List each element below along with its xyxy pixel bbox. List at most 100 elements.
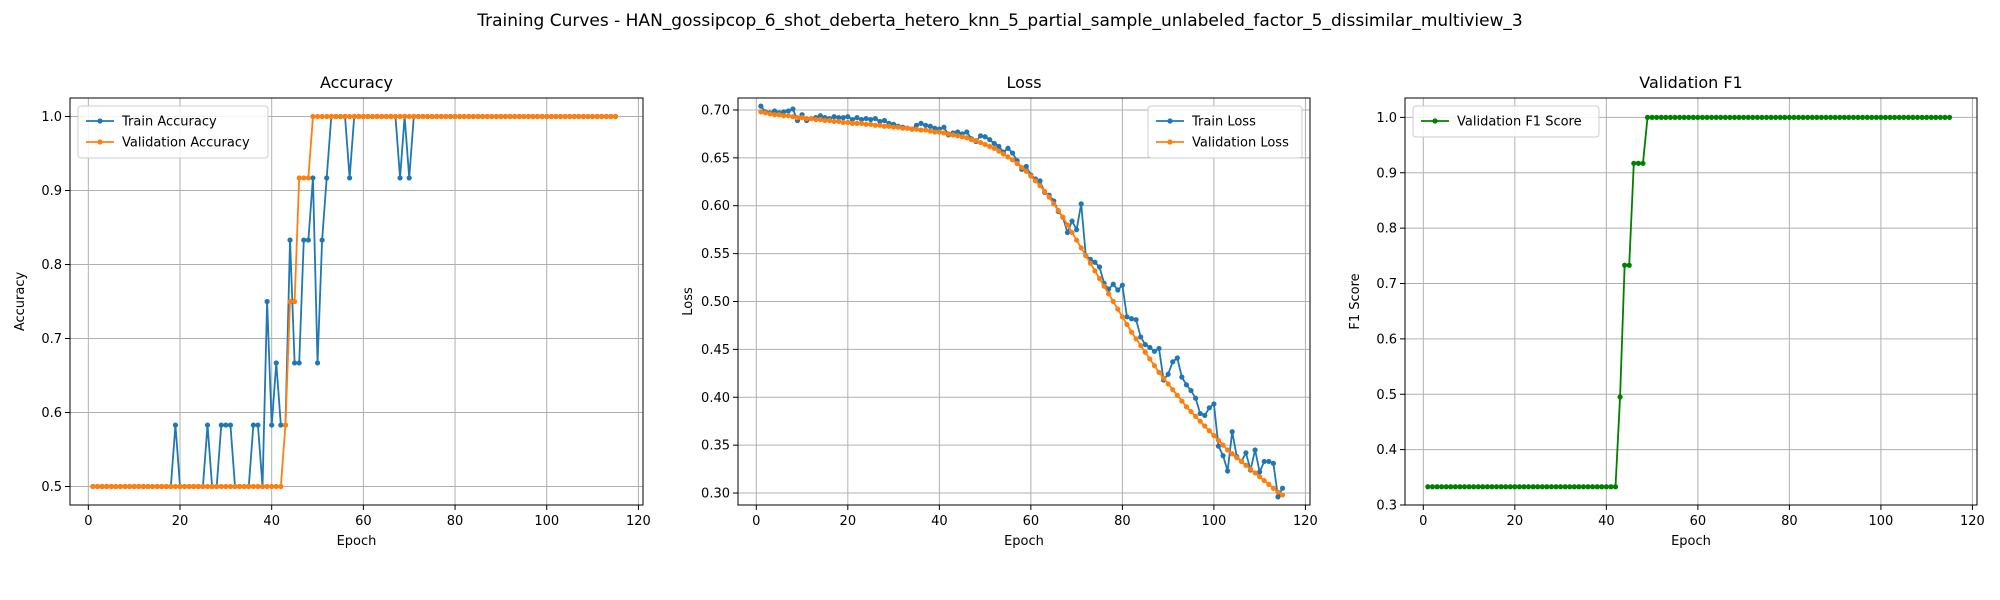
data-point (1069, 229, 1075, 236)
data-point (831, 118, 837, 125)
y-tick-label: 0.9 (41, 184, 62, 199)
data-point (772, 112, 778, 118)
data-point (1261, 458, 1267, 465)
x-axis-label: Epoch (1671, 534, 1711, 549)
data-point (964, 135, 970, 141)
legend: Validation F1 Score (1412, 105, 1600, 138)
data-point (241, 483, 247, 490)
data-point (831, 114, 837, 120)
data-point (996, 143, 1002, 149)
data-point (1535, 484, 1541, 490)
data-point (762, 110, 769, 116)
legend: Train Accuracy Validation Accuracy (77, 105, 269, 159)
data-point (209, 483, 215, 490)
data-point (1069, 218, 1075, 224)
data-point (269, 422, 275, 428)
x-tick-label: 0 (1419, 514, 1427, 529)
data-point (1087, 260, 1093, 266)
data-point (498, 113, 504, 120)
data-point (1266, 481, 1272, 488)
data-point (932, 129, 938, 135)
data-point (342, 113, 348, 120)
y-tick-label: 0.50 (701, 295, 730, 310)
y-tick-label: 0.4 (1376, 443, 1397, 458)
data-point (337, 113, 344, 120)
data-point (347, 175, 353, 181)
data-point (1124, 321, 1130, 328)
x-tick-label: 40 (931, 514, 948, 529)
data-point (1220, 453, 1226, 459)
data-point (817, 113, 823, 119)
data-point (1832, 114, 1838, 120)
chart-title: Loss (1006, 73, 1041, 92)
data-point (452, 113, 458, 120)
data-point (1147, 356, 1153, 362)
data-point (90, 483, 96, 490)
data-point (826, 117, 833, 124)
data-point (1768, 114, 1774, 120)
data-point (1115, 287, 1121, 293)
data-point (99, 483, 105, 490)
data-point (383, 113, 389, 120)
data-point (1270, 460, 1276, 466)
y-tick-label: 0.6 (41, 406, 62, 421)
data-point (982, 141, 988, 148)
data-point (182, 483, 188, 490)
legend-box (1412, 105, 1600, 138)
x-tick-label: 80 (447, 514, 464, 529)
data-point (1484, 484, 1490, 490)
plot-frame (1404, 97, 1978, 506)
data-point (959, 134, 965, 140)
data-point (872, 115, 878, 122)
data-point (1142, 341, 1148, 348)
data-point (379, 113, 385, 120)
data-point (204, 422, 211, 428)
data-point (1092, 259, 1098, 265)
data-point (232, 483, 238, 490)
data-point (781, 113, 787, 119)
data-point (913, 122, 920, 128)
data-point (767, 111, 773, 117)
data-point (406, 175, 412, 181)
data-point (1603, 484, 1609, 490)
data-point (1594, 484, 1600, 490)
data-point (1878, 114, 1884, 120)
data-point (1160, 375, 1167, 381)
data-point (1188, 387, 1194, 394)
data-point (1608, 484, 1614, 490)
data-point (1713, 114, 1719, 120)
data-point (895, 124, 901, 130)
data-point (594, 113, 600, 120)
data-point (1814, 114, 1820, 120)
data-point (397, 175, 403, 181)
data-point (1183, 382, 1190, 388)
data-point (1612, 484, 1619, 490)
data-point (1672, 114, 1678, 120)
data-point (1055, 207, 1061, 214)
data-point (168, 483, 174, 490)
data-point (314, 360, 321, 366)
data-point (1658, 114, 1664, 120)
data-point (1197, 418, 1203, 424)
data-point (1914, 114, 1921, 120)
data-point (927, 123, 933, 129)
data-point (539, 113, 545, 120)
y-tick-label: 0.55 (701, 247, 730, 262)
data-point (1202, 423, 1208, 429)
legend-swatch-marker (1167, 118, 1173, 124)
data-point (163, 483, 169, 490)
data-point (781, 109, 787, 115)
data-point (1644, 114, 1651, 120)
data-point (1243, 462, 1249, 468)
data-point (923, 127, 929, 133)
data-point (1512, 484, 1518, 490)
data-point (1708, 114, 1715, 120)
data-point (1005, 145, 1011, 151)
data-point (1206, 428, 1212, 434)
x-tick-label: 100 (1868, 514, 1893, 529)
data-point (881, 123, 888, 129)
data-point (1507, 484, 1513, 490)
data-point (1928, 114, 1934, 120)
data-point (1211, 401, 1217, 407)
x-tick-label: 100 (1201, 514, 1226, 529)
